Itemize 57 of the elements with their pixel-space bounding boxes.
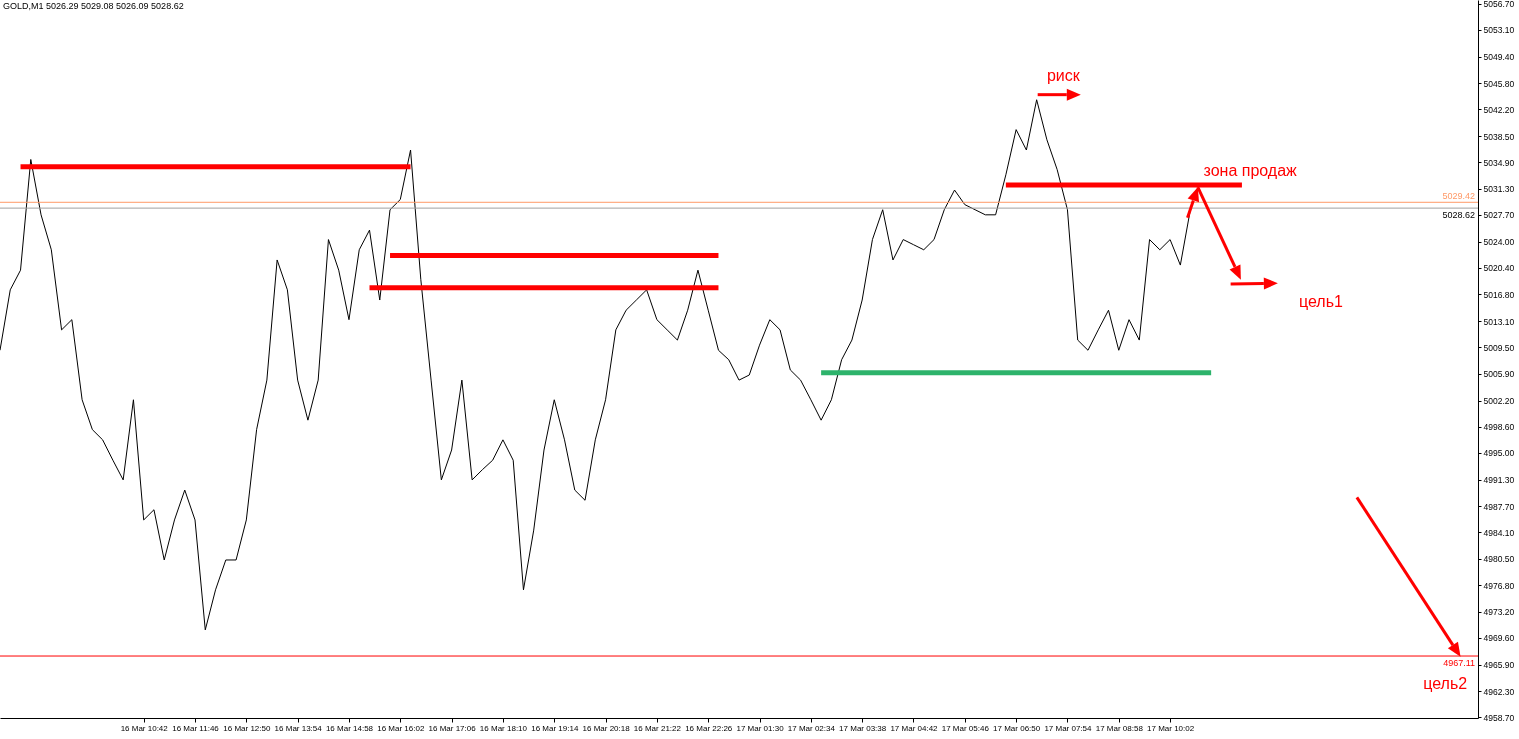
y-tick-label: 4976.80: [1483, 580, 1515, 591]
y-tick-label: 5024.00: [1483, 237, 1515, 248]
annotation: риск: [1046, 67, 1081, 84]
y-tick-label: 4995.00: [1483, 448, 1515, 459]
y-tick-label: 4991.30: [1483, 475, 1515, 486]
y-tick-label: 4962.30: [1483, 686, 1515, 697]
y-tick-label: 5005.90: [1483, 369, 1515, 380]
annotation: цель2: [1423, 675, 1468, 693]
chart-title: GOLD,M1 5026.29 5029.08 5026.09 5028.62: [3, 1, 184, 11]
y-tick-label: 4980.50: [1483, 554, 1515, 565]
x-tick-label: 16 Mar 21:22: [633, 723, 682, 733]
y-tick-label: 4984.10: [1483, 527, 1515, 538]
y-tick-label: 5034.90: [1483, 157, 1515, 168]
y-tick-label: 4969.60: [1483, 633, 1515, 644]
ref-line-label: 4967.11: [1443, 658, 1475, 669]
x-tick-label: 17 Mar 06:50: [993, 723, 1041, 733]
x-tick-label: 16 Mar 12:50: [223, 723, 271, 733]
x-tick-label: 16 Mar 11:46: [172, 723, 220, 733]
x-tick-label: 17 Mar 02:34: [787, 723, 836, 733]
y-tick-label: 5053.10: [1483, 25, 1515, 36]
x-tick-label: 17 Mar 10:02: [1147, 723, 1195, 733]
y-tick-label: 5038.50: [1483, 131, 1515, 142]
y-tick-label: 5049.40: [1483, 52, 1515, 63]
ref-line-label: 5029.42: [1442, 191, 1475, 202]
y-tick-label: 5020.40: [1483, 263, 1515, 274]
y-tick-label: 4973.20: [1483, 607, 1515, 618]
x-tick-label: 17 Mar 08:58: [1095, 723, 1144, 733]
y-tick-label: 4958.70: [1483, 712, 1515, 723]
x-tick-label: 16 Mar 20:18: [582, 723, 631, 733]
x-tick-label: 16 Mar 17:06: [428, 723, 477, 733]
y-tick-label: 4965.90: [1483, 660, 1515, 671]
x-tick-label: 17 Mar 07:54: [1044, 723, 1093, 733]
y-tick-label: 5009.50: [1483, 342, 1515, 353]
y-tick-label: 5002.20: [1483, 396, 1515, 407]
x-tick-label: 17 Mar 01:30: [736, 723, 785, 733]
y-tick-label: 5056.70: [1483, 0, 1515, 10]
x-tick-label: 16 Mar 19:14: [531, 723, 579, 733]
y-tick-label: 4987.70: [1483, 501, 1515, 512]
x-tick-label: 16 Mar 10:42: [120, 723, 169, 733]
x-tick-label: 17 Mar 03:38: [839, 723, 887, 733]
y-tick-label: 5042.20: [1483, 104, 1515, 115]
y-tick-label: 4998.60: [1483, 422, 1515, 433]
y-tick-label: 5013.10: [1483, 316, 1515, 327]
annotation: зона продаж: [1203, 162, 1298, 180]
annotation: цель1: [1299, 292, 1344, 310]
x-tick-label: 16 Mar 16:02: [377, 723, 425, 733]
x-tick-label: 16 Mar 13:54: [274, 723, 323, 733]
y-tick-label: 5031.30: [1483, 184, 1515, 195]
x-tick-label: 17 Mar 04:42: [890, 723, 939, 733]
x-tick-label: 16 Mar 18:10: [479, 723, 528, 733]
x-tick-label: 17 Mar 05:46: [941, 723, 990, 733]
y-tick-label: 5027.70: [1483, 210, 1515, 221]
x-tick-label: 16 Mar 14:58: [325, 723, 374, 733]
y-tick-label: 5045.80: [1483, 78, 1515, 89]
x-tick-label: 16 Mar 22:26: [685, 723, 733, 733]
ref-line-label: 5028.62: [1442, 210, 1475, 221]
y-tick-label: 5016.80: [1483, 289, 1515, 300]
